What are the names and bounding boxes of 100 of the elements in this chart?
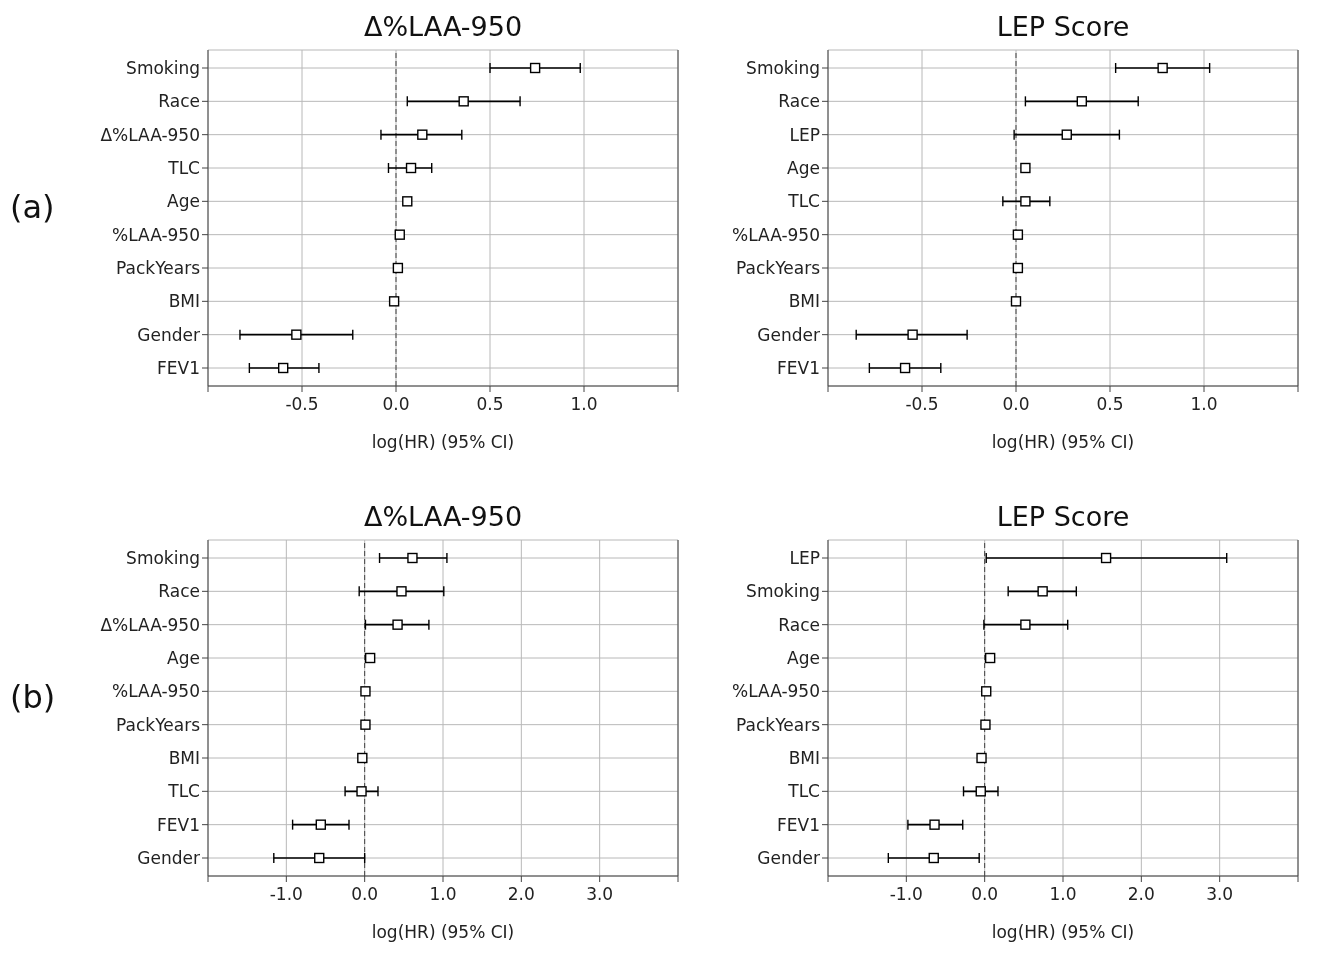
point xyxy=(907,329,918,340)
x-axis-title: log(HR) (95% CI) xyxy=(991,922,1135,942)
y-tick-label: %LAA-950 xyxy=(732,224,820,245)
point xyxy=(458,96,469,107)
y-tick-label: FEV1 xyxy=(157,814,200,835)
point xyxy=(1157,62,1168,74)
x-tick-label: 0.5 xyxy=(476,394,504,414)
y-tick-label: LEP xyxy=(789,124,820,145)
text: (a) xyxy=(10,188,55,226)
y-tick-label: Age xyxy=(787,648,820,669)
point xyxy=(360,719,371,730)
point xyxy=(405,162,417,174)
y-tick-label: Age xyxy=(787,158,820,179)
y-tick-label: Age xyxy=(167,191,200,212)
y-tick-label: %LAA-950 xyxy=(732,681,820,702)
point xyxy=(402,196,413,207)
point xyxy=(1076,96,1087,107)
point xyxy=(1020,162,1031,174)
y-tick-label: TLC xyxy=(787,191,820,212)
x-tick-label: 1.0 xyxy=(1190,394,1218,414)
y-tick-label: FEV1 xyxy=(157,358,200,379)
y-tick-label: FEV1 xyxy=(777,814,820,835)
point xyxy=(1020,619,1031,630)
x-tick-label: 3.0 xyxy=(586,884,614,904)
point xyxy=(1010,296,1022,307)
point xyxy=(392,262,404,274)
point xyxy=(529,62,541,74)
point xyxy=(392,619,403,630)
y-tick-label: PackYears xyxy=(736,258,821,279)
x-tick-label: 0.0 xyxy=(971,884,999,904)
y-tick-label: Race xyxy=(158,581,200,602)
point xyxy=(278,362,289,374)
y-tick-label: Race xyxy=(778,91,820,112)
x-tick-label: 0.5 xyxy=(1096,394,1124,414)
x-tick-label: 1.0 xyxy=(429,884,457,904)
point xyxy=(407,552,418,564)
x-tick-label: 1.0 xyxy=(1049,884,1077,904)
y-tick-label: %LAA-950 xyxy=(112,681,200,702)
point xyxy=(1012,229,1024,240)
point xyxy=(360,686,371,697)
point xyxy=(291,329,302,340)
x-tick-label: 2.0 xyxy=(1127,884,1155,904)
y-tick-label: Δ%LAA-950 xyxy=(100,614,200,635)
point xyxy=(1061,129,1072,140)
x-tick-label: 0.0 xyxy=(382,394,410,414)
point xyxy=(1037,586,1048,597)
x-tick-label: -0.5 xyxy=(905,394,939,414)
text: (b) xyxy=(10,678,56,716)
point xyxy=(929,819,940,830)
y-tick-label: BMI xyxy=(788,748,820,769)
x-tick-label: 0.0 xyxy=(351,884,379,904)
x-axis-title: log(HR) (95% CI) xyxy=(371,922,515,942)
x-tick-label: -0.5 xyxy=(285,394,319,414)
y-tick-label: Smoking xyxy=(746,58,820,79)
x-tick-label: 2.0 xyxy=(507,884,535,904)
y-tick-label: TLC xyxy=(167,781,200,802)
point xyxy=(980,719,991,730)
point xyxy=(976,752,987,764)
y-tick-label: TLC xyxy=(787,781,820,802)
x-tick-label: 3.0 xyxy=(1206,884,1234,904)
x-tick-label: -1.0 xyxy=(269,884,303,904)
y-tick-label: PackYears xyxy=(736,714,821,735)
y-tick-label: %LAA-950 xyxy=(112,224,200,245)
y-tick-label: Δ%LAA-950 xyxy=(100,124,200,145)
point xyxy=(1020,196,1031,207)
y-tick-label: Age xyxy=(167,648,200,669)
y-tick-label: Race xyxy=(158,91,200,112)
chart-title: Δ%LAA-950 xyxy=(362,500,524,534)
y-tick-label: Smoking xyxy=(126,548,200,569)
point xyxy=(356,786,367,797)
point xyxy=(388,296,400,307)
y-tick-label: PackYears xyxy=(116,258,201,279)
point xyxy=(364,652,376,664)
point xyxy=(928,852,939,864)
point xyxy=(984,652,996,664)
chart-title: Δ%LAA-950 xyxy=(362,10,524,44)
point xyxy=(417,129,428,140)
y-tick-label: Race xyxy=(778,614,820,635)
point xyxy=(1100,552,1112,564)
point xyxy=(975,786,986,797)
y-tick-label: BMI xyxy=(168,748,200,769)
y-tick-label: Gender xyxy=(757,324,820,345)
y-tick-label: Smoking xyxy=(746,581,820,602)
y-tick-label: FEV1 xyxy=(777,358,820,379)
point xyxy=(315,819,326,830)
chart-title: LEP Score xyxy=(995,10,1131,44)
y-tick-label: BMI xyxy=(168,291,200,312)
point xyxy=(981,686,992,697)
y-tick-label: TLC xyxy=(167,158,200,179)
y-tick-label: Gender xyxy=(757,848,820,869)
x-axis-title: log(HR) (95% CI) xyxy=(991,432,1135,452)
x-axis-title: log(HR) (95% CI) xyxy=(371,432,515,452)
point xyxy=(1012,262,1024,274)
y-tick-label: LEP xyxy=(789,548,820,569)
point xyxy=(314,852,325,864)
point xyxy=(899,362,911,374)
point xyxy=(394,229,405,240)
y-tick-label: Gender xyxy=(137,848,200,869)
y-tick-label: Gender xyxy=(137,324,200,345)
x-tick-label: 1.0 xyxy=(570,394,598,414)
